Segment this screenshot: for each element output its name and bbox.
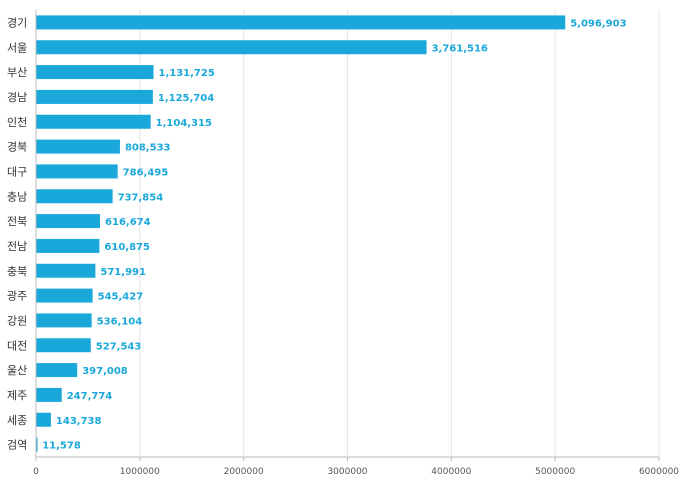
bar: [36, 40, 427, 55]
bar: [36, 65, 154, 80]
x-tick-label: 2000000: [224, 467, 264, 477]
value-label: 1,104,315: [156, 118, 212, 129]
x-tick-label: 5000000: [535, 467, 575, 477]
category-label: 세종: [7, 414, 27, 427]
x-tick-label: 0: [33, 467, 39, 477]
value-label: 571,991: [100, 267, 146, 278]
value-label: 808,533: [125, 143, 171, 154]
category-label: 울산: [7, 364, 27, 377]
bar: [36, 437, 38, 452]
category-label: 강원: [7, 314, 27, 327]
x-tick-label: 6000000: [639, 467, 679, 477]
bar: [36, 15, 566, 30]
category-label: 전북: [7, 215, 27, 228]
x-tick-label: 1000000: [120, 467, 160, 477]
bar: [36, 139, 120, 154]
category-label: 부산: [7, 66, 27, 79]
bar: [36, 313, 92, 328]
x-tick-label: 4000000: [431, 467, 471, 477]
x-tick-label: 3000000: [327, 467, 367, 477]
bar: [36, 412, 51, 427]
bar: [36, 114, 151, 129]
bars: [36, 15, 566, 452]
value-label: 397,008: [82, 366, 128, 377]
value-label: 5,096,903: [570, 18, 626, 29]
value-label: 536,104: [97, 316, 143, 327]
bar: [36, 89, 153, 104]
value-label: 11,578: [42, 441, 81, 452]
category-label: 광주: [7, 290, 27, 303]
value-label: 3,761,516: [432, 43, 488, 54]
value-label: 1,131,725: [159, 68, 215, 79]
category-label: 대전: [7, 339, 27, 352]
value-label: 143,738: [56, 416, 102, 427]
value-label: 616,674: [105, 217, 151, 228]
category-label: 검역: [7, 439, 27, 452]
category-label: 인천: [7, 115, 27, 129]
bar: [36, 338, 91, 353]
bar: [36, 288, 93, 303]
category-label: 경북: [7, 141, 27, 154]
bar: [36, 263, 96, 278]
bar: [36, 387, 62, 402]
value-label: 545,427: [98, 292, 144, 303]
value-label: 610,875: [104, 242, 150, 253]
grid-lines: [139, 10, 660, 457]
value-label: 737,854: [118, 192, 164, 203]
category-label: 충북: [7, 265, 27, 278]
category-label: 제주: [7, 389, 27, 402]
value-label: 1,125,704: [158, 93, 214, 104]
bar: [36, 189, 113, 204]
bar: [36, 214, 101, 229]
bar: [36, 363, 78, 378]
value-labels: 5,096,903 3,761,516 1,131,725 1,125,704 1,10…: [42, 18, 626, 451]
category-label: 충남: [7, 190, 27, 203]
category-label: 경기: [7, 16, 27, 29]
category-label: 경남: [7, 91, 27, 104]
category-label: 서울: [7, 41, 27, 54]
category-label: 대구: [7, 165, 27, 178]
category-label: 전남: [7, 240, 27, 253]
value-label: 786,495: [123, 167, 169, 178]
value-label: 247,774: [67, 391, 113, 402]
x-axis: 0 1000000 2000000 3000000 4000000 5000000 6000…: [33, 10, 679, 477]
bar: [36, 238, 100, 253]
bar: [36, 164, 118, 179]
value-label: 527,543: [96, 341, 142, 352]
